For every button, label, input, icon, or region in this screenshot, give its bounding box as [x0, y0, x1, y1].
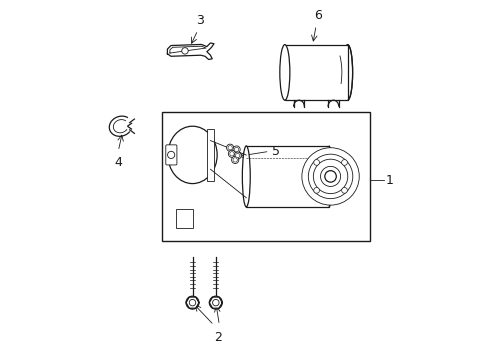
Circle shape [233, 158, 237, 162]
Ellipse shape [342, 45, 352, 100]
Bar [206, 129, 214, 181]
Circle shape [231, 156, 238, 163]
Bar [176, 209, 192, 228]
Ellipse shape [242, 146, 250, 207]
Circle shape [229, 152, 234, 156]
Bar [246, 146, 328, 207]
Circle shape [185, 296, 199, 309]
Text: 1: 1 [386, 174, 393, 187]
Circle shape [320, 166, 340, 186]
Circle shape [212, 300, 219, 306]
Circle shape [313, 159, 319, 165]
Polygon shape [209, 297, 222, 308]
Circle shape [324, 171, 336, 182]
Circle shape [341, 188, 346, 193]
Circle shape [233, 146, 240, 153]
Circle shape [234, 147, 238, 152]
Circle shape [167, 151, 174, 158]
Text: 6: 6 [313, 9, 321, 22]
Bar [285, 45, 347, 100]
Polygon shape [167, 43, 214, 59]
Circle shape [226, 144, 233, 151]
Circle shape [209, 296, 222, 309]
Circle shape [228, 150, 235, 157]
Circle shape [182, 48, 188, 54]
Circle shape [308, 154, 352, 199]
Ellipse shape [279, 45, 289, 100]
Circle shape [234, 152, 241, 159]
Text: 4: 4 [114, 156, 122, 169]
Text: 2: 2 [213, 330, 221, 343]
Circle shape [301, 148, 359, 205]
Polygon shape [185, 297, 199, 308]
Text: 3: 3 [195, 14, 203, 27]
Circle shape [235, 153, 239, 158]
Circle shape [227, 145, 232, 150]
Circle shape [341, 159, 346, 165]
Ellipse shape [167, 126, 217, 184]
Bar [162, 112, 369, 241]
Circle shape [313, 159, 347, 194]
Circle shape [313, 188, 319, 193]
FancyBboxPatch shape [165, 145, 177, 165]
Text: 5: 5 [272, 145, 280, 158]
Circle shape [189, 300, 195, 306]
